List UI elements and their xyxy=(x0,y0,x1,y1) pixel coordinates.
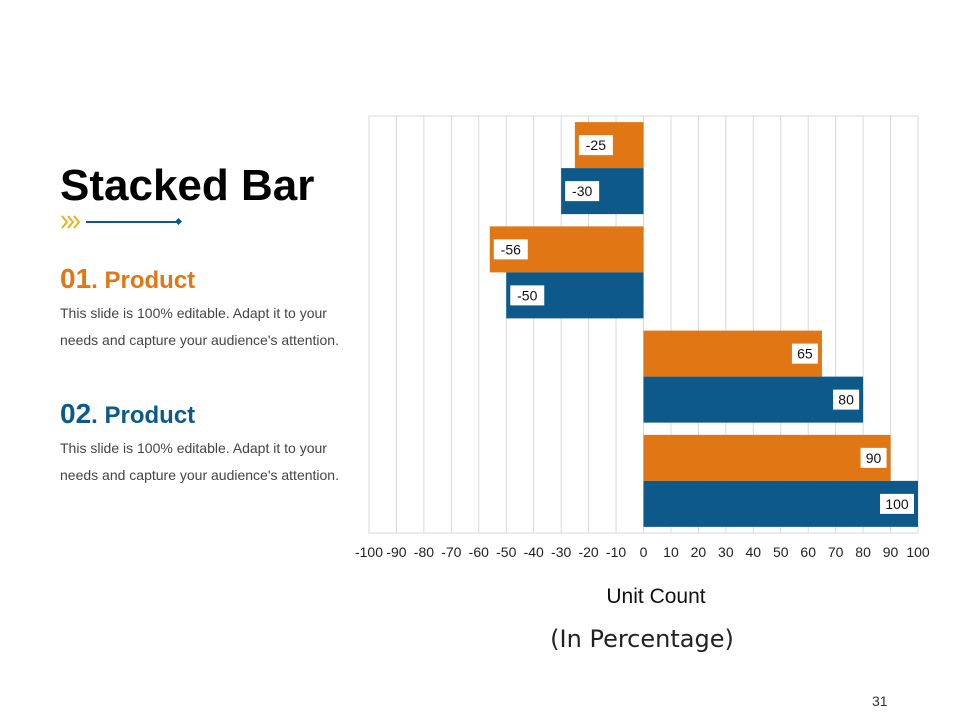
product-1-number: 01 xyxy=(60,263,92,294)
data-label-box xyxy=(860,447,887,468)
x-tick-label: 80 xyxy=(855,544,871,560)
x-tick-label: 30 xyxy=(718,544,734,560)
x-tick-label: -80 xyxy=(414,544,434,560)
product-1-name: . Product xyxy=(91,267,196,294)
x-tick-label: 100 xyxy=(906,544,930,560)
chevrons-icon xyxy=(61,215,81,229)
title-underline-decoration xyxy=(61,215,183,229)
data-label-box xyxy=(880,493,914,514)
data-label-box xyxy=(510,285,545,306)
x-tick-label: -100 xyxy=(355,544,383,560)
x-tick-label: 90 xyxy=(883,544,899,560)
x-axis-subtitle: (In Percentage) xyxy=(550,625,734,653)
data-label: 80 xyxy=(838,392,854,408)
data-label: -25 xyxy=(586,137,606,153)
x-tick-label: -50 xyxy=(496,544,516,560)
underline-diamond-icon xyxy=(174,217,183,226)
data-label: -30 xyxy=(572,183,592,199)
x-tick-label: 20 xyxy=(691,544,707,560)
data-label-box xyxy=(791,343,818,364)
data-label: 65 xyxy=(797,346,813,362)
data-label: 90 xyxy=(866,450,882,466)
x-tick-label: -60 xyxy=(469,544,489,560)
slide-title: Stacked Bar xyxy=(60,161,315,210)
data-label-box xyxy=(493,239,528,260)
data-label: -50 xyxy=(517,287,537,303)
bar xyxy=(643,434,891,481)
x-tick-label: 60 xyxy=(800,544,816,560)
x-tick-label: -70 xyxy=(441,544,461,560)
x-tick-label: 10 xyxy=(663,544,679,560)
x-tick-label: -20 xyxy=(578,544,598,560)
product-2-number: 02 xyxy=(60,398,92,429)
x-tick-label: 50 xyxy=(773,544,789,560)
x-tick-label: 0 xyxy=(640,544,648,560)
x-axis-title: Unit Count xyxy=(606,585,705,608)
data-label: -56 xyxy=(501,241,521,257)
data-label: 100 xyxy=(885,496,909,512)
data-label-box xyxy=(833,389,860,410)
bar xyxy=(643,376,864,423)
product-2-description: This slide is 100% editable. Adapt it to… xyxy=(60,440,339,483)
data-label-box xyxy=(578,135,613,156)
x-tick-label: 70 xyxy=(828,544,844,560)
x-tick-label: 40 xyxy=(746,544,762,560)
bar xyxy=(643,480,918,527)
product-2-heading: 02. Product xyxy=(60,399,195,431)
x-tick-label: -30 xyxy=(551,544,571,560)
page-number: 31 xyxy=(872,693,888,709)
data-label-box xyxy=(565,181,600,202)
product-1-description: This slide is 100% editable. Adapt it to… xyxy=(60,305,339,348)
x-tick-label: -10 xyxy=(606,544,626,560)
x-tick-label: -90 xyxy=(386,544,406,560)
product-1-heading: 01. Product xyxy=(60,264,195,296)
x-tick-label: -40 xyxy=(524,544,544,560)
product-2-name: . Product xyxy=(91,402,196,429)
